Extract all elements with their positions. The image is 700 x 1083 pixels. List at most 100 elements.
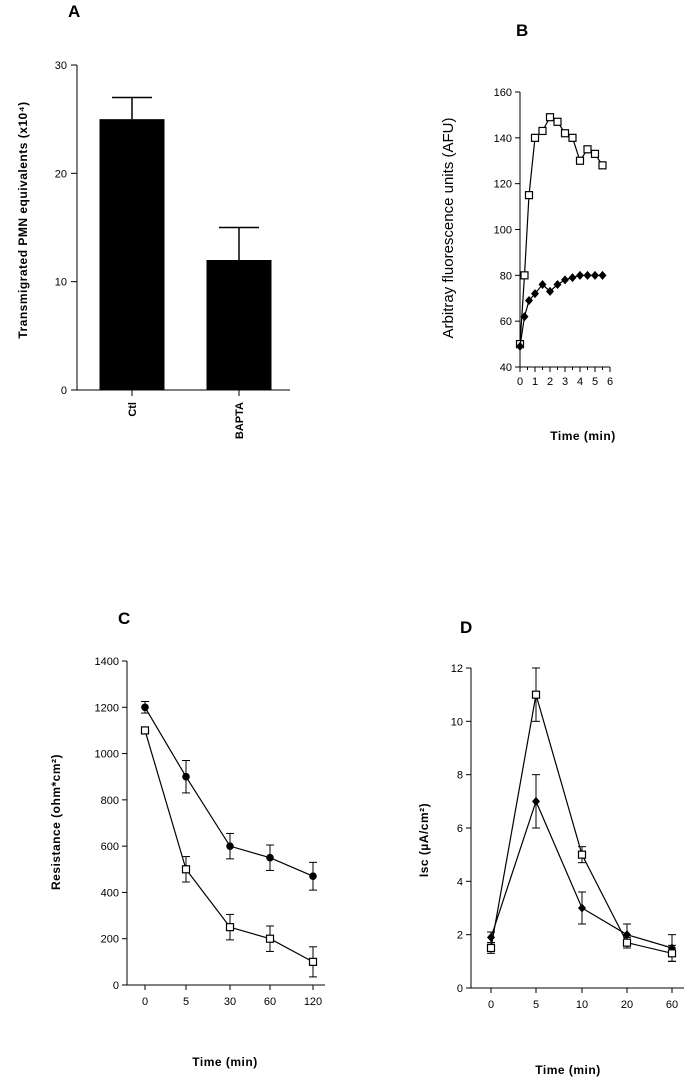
x-tick-label: 5 xyxy=(183,996,189,1008)
x-tick-label: 2 xyxy=(547,376,553,388)
x-tick-label: 0 xyxy=(142,996,148,1008)
data-point-series-0 xyxy=(583,145,592,154)
data-point-series-0 xyxy=(309,872,317,881)
x-tick-label: 20 xyxy=(621,999,633,1011)
y-tick-label: 10 xyxy=(451,716,463,728)
data-point-series-0 xyxy=(520,271,529,280)
series-line-0 xyxy=(144,706,314,877)
panel-d-chart: 0 2 4 6 8 10 12 0 5 10 20 60 xyxy=(451,663,684,1011)
y-tick-label: 1400 xyxy=(95,656,119,668)
data-point-series-1 xyxy=(531,289,539,299)
x-tick-label: 3 xyxy=(562,376,568,388)
data-point-series-0 xyxy=(530,133,540,142)
y-tick-label: 2 xyxy=(457,930,463,942)
x-tick-label: 60 xyxy=(264,996,276,1008)
y-tick-label: 0 xyxy=(61,385,67,397)
panel-c-xlabel: Time (min) xyxy=(192,1055,257,1069)
y-tick-label: 12 xyxy=(451,663,463,675)
y-tick-label: 40 xyxy=(500,362,512,374)
data-point-series-1 xyxy=(546,286,554,296)
panel-d-ylabel: Isc (µA/cm²) xyxy=(417,803,431,877)
y-tick-label: 4 xyxy=(457,876,463,888)
data-point-series-0 xyxy=(226,842,234,850)
data-point-series-0 xyxy=(538,126,547,136)
bar-bapta xyxy=(206,260,272,390)
x-tick-label: 0 xyxy=(517,376,523,388)
data-point-series-0 xyxy=(182,772,190,781)
data-point-series-0 xyxy=(575,156,585,165)
y-tick-label: 800 xyxy=(101,795,119,807)
data-point-series-1 xyxy=(583,270,592,280)
y-tick-label: 0 xyxy=(457,983,463,995)
category-label: Ctl xyxy=(127,402,139,417)
x-tick-label: 60 xyxy=(666,999,678,1011)
category-label: BAPTA xyxy=(234,402,246,439)
y-tick-label: 20 xyxy=(55,168,67,180)
panel-b-ylabel: Arbitray fluorescence units (AFU) xyxy=(440,118,457,339)
data-point-series-1 xyxy=(308,957,318,966)
panel-c-chart: 0 200 400 600 800 1000 1200 1400 0 5 30 60 120 xyxy=(95,656,325,1008)
data-point-series-1 xyxy=(568,273,577,283)
y-tick-label: 160 xyxy=(494,87,512,99)
panel-letter-b: B xyxy=(516,21,528,40)
data-point-series-1 xyxy=(622,938,632,947)
data-point-series-1 xyxy=(520,312,529,322)
y-tick-label: 100 xyxy=(494,225,512,237)
y-tick-label: 120 xyxy=(494,179,512,191)
panel-b-xlabel: Time (min) xyxy=(550,429,615,443)
x-tick-label: 10 xyxy=(576,999,588,1011)
data-point-series-0 xyxy=(590,149,600,158)
data-point-series-1 xyxy=(525,296,533,306)
x-tick-label: 1 xyxy=(532,376,538,388)
y-tick-label: 60 xyxy=(500,316,512,328)
data-point-series-1 xyxy=(265,934,275,943)
x-tick-label: 5 xyxy=(592,376,598,388)
panel-a-chart: 0 10 20 30 Ctl BAPTA xyxy=(55,60,290,439)
data-point-series-1 xyxy=(516,341,524,351)
data-point-series-1 xyxy=(140,726,150,735)
panel-a-ylabel: Transmigrated PMN equivalents (x10⁴) xyxy=(16,101,30,338)
panel-letter-d: D xyxy=(460,618,472,637)
data-point-series-1 xyxy=(598,270,607,280)
data-point-series-0 xyxy=(598,161,607,170)
x-tick-label: 5 xyxy=(533,999,539,1011)
series-line-1 xyxy=(519,274,603,347)
series-line-0 xyxy=(490,799,673,949)
data-point-series-0 xyxy=(141,703,149,712)
panel-b-chart: 40 60 80 100 120 140 160 0 1 2 3 4 5 6 xyxy=(494,87,613,388)
x-tick-label: 6 xyxy=(607,376,613,388)
data-point-series-1 xyxy=(181,865,191,874)
data-point-series-1 xyxy=(486,943,496,953)
x-tick-label: 4 xyxy=(577,376,583,388)
data-point-series-0 xyxy=(545,113,555,122)
x-tick-label: 0 xyxy=(488,999,494,1011)
data-point-series-0 xyxy=(578,903,586,913)
y-tick-label: 140 xyxy=(494,133,512,145)
panel-letter-a: A xyxy=(68,2,80,21)
data-point-series-0 xyxy=(560,129,570,138)
y-tick-label: 80 xyxy=(500,270,512,282)
data-point-series-0 xyxy=(266,853,274,862)
y-tick-label: 10 xyxy=(55,277,67,289)
data-point-series-1 xyxy=(538,280,547,289)
data-point-series-1 xyxy=(667,949,677,958)
y-tick-label: 600 xyxy=(101,841,119,853)
y-tick-label: 400 xyxy=(101,887,119,899)
y-tick-label: 30 xyxy=(55,60,67,72)
panel-c-ylabel: Resistance (ohm*cm²) xyxy=(49,754,63,890)
data-point-series-1 xyxy=(561,275,569,285)
data-point-series-1 xyxy=(553,280,562,289)
data-point-series-0 xyxy=(553,117,562,126)
y-tick-label: 0 xyxy=(113,980,119,992)
data-point-series-1 xyxy=(225,923,235,932)
x-tick-label: 30 xyxy=(224,996,236,1008)
y-tick-label: 6 xyxy=(457,823,463,835)
y-tick-label: 1200 xyxy=(95,702,119,714)
data-point-series-0 xyxy=(568,133,577,142)
data-point-series-0 xyxy=(524,191,534,200)
panel-letter-c: C xyxy=(118,609,130,628)
y-tick-label: 200 xyxy=(101,934,119,946)
data-point-series-0 xyxy=(532,796,540,806)
y-tick-label: 1000 xyxy=(95,749,119,761)
